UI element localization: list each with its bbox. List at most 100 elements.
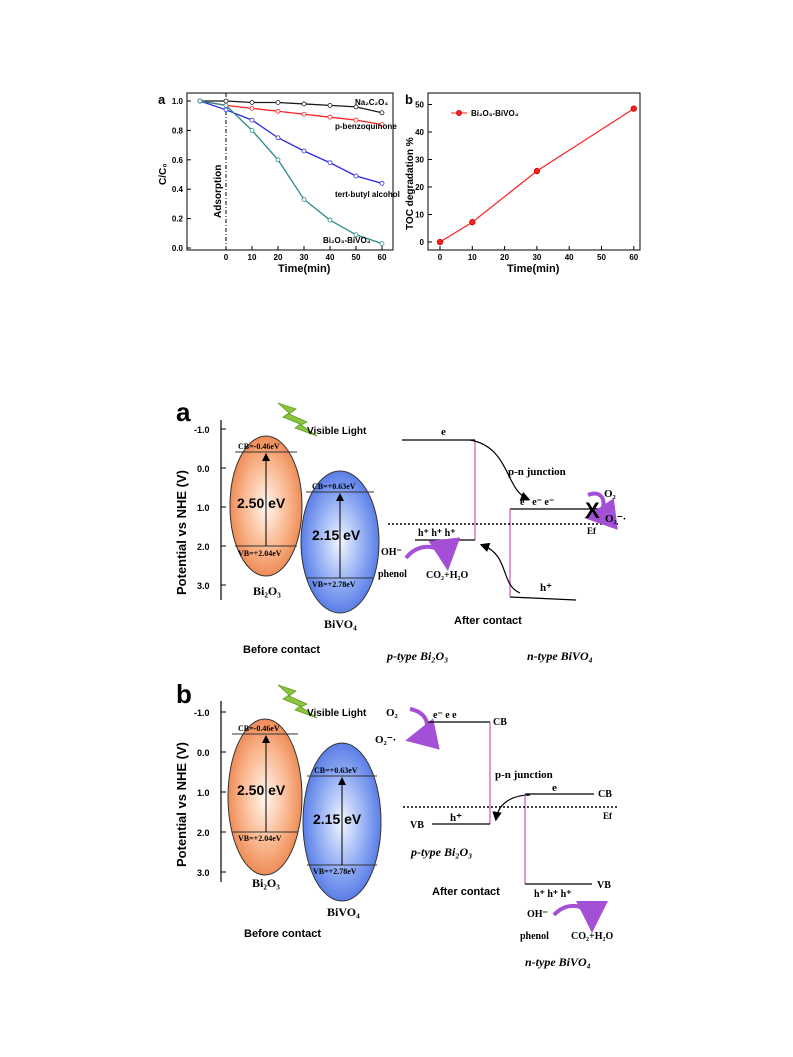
data-point (353, 104, 359, 110)
x-tick-label: 0 (438, 253, 443, 262)
x-tick-label: 10 (248, 253, 257, 262)
chart-a: a Adsorption C/C₀ Time(min) 0 10 20 30 40 50 6… (158, 92, 400, 275)
series-line (200, 100, 383, 114)
chart-b: b TOC degradation % Time(min) 0 10 20 30 40 5… (405, 92, 641, 275)
data-point (379, 180, 385, 186)
data-point (301, 101, 307, 107)
phenol-oxidation-arrow (404, 537, 461, 571)
panel-label-b-chart: b (405, 92, 413, 107)
data-point (379, 122, 385, 127)
data-point (327, 217, 333, 223)
x-tick-label: 50 (352, 253, 361, 262)
panel-label-a: a (158, 92, 166, 107)
x-tick-label: 40 (565, 253, 574, 262)
bi2o3-name: Bi₂O₃ (252, 876, 280, 890)
p-cb-label: CB (493, 717, 507, 728)
o2-radical-label: O₂⁻· (375, 734, 396, 746)
data-point (353, 173, 359, 179)
x-tick-label: 30 (300, 253, 309, 262)
chart-a-series-labels: Na₂C₂O₄ p-benzoquinone tert-butyl alcohol B… (323, 98, 400, 245)
diagram-a: a -1.0 0.0 1.0 2.0 3.0 Potential vs NHE … (174, 397, 626, 663)
bi2o3-cb-label: CB=-0.46eV (238, 442, 280, 451)
x-tick-label: 50 (597, 253, 606, 262)
tick-label: 2.0 (197, 542, 210, 552)
potential-ticks: -1.0 0.0 1.0 2.0 3.0 (194, 425, 226, 591)
panel-label-b-diagram: b (176, 679, 192, 709)
bi2o3-ellipse (227, 718, 303, 876)
electrons-label: e⁻ e⁻ e⁻ (520, 497, 554, 508)
data-point (223, 103, 229, 108)
data-point (327, 160, 333, 166)
y-tick-label: 40 (415, 128, 424, 137)
lightning-icon (277, 684, 318, 719)
y-tick-label: 0.6 (172, 156, 184, 165)
data-point (249, 100, 255, 105)
electrons-label: e⁻ e e (433, 710, 457, 721)
bi2o3-vb-label: VB=+2.04eV (238, 549, 282, 558)
bi2o3-gap-label: 2.50 eV (237, 782, 286, 798)
data-point (223, 98, 229, 104)
o2-label: O₂ (604, 488, 617, 500)
chart-b-plot-frame (427, 92, 641, 251)
x-tick-label: 0 (224, 253, 229, 262)
data-point (469, 219, 476, 226)
bivo4-cb-label: CB=+0.63eV (312, 482, 356, 491)
legend-marker (456, 110, 462, 116)
data-point (533, 167, 541, 175)
series-line (199, 100, 383, 126)
holes-label: h⁺ h⁺ h⁺ (418, 528, 456, 539)
data-point (249, 117, 255, 123)
data-point (249, 127, 255, 133)
before-contact-label: Before contact (243, 644, 320, 656)
p-h-plus-label: h⁺ (450, 812, 462, 824)
x-tick-label: 20 (500, 253, 509, 262)
chart-a-ticks: 0 10 20 30 40 50 60 0.0 0.2 0.4 0.6 0.8 1.0 (172, 97, 387, 262)
phenol-label: phenol (520, 931, 549, 942)
oh-label: OH⁻ (381, 547, 402, 558)
data-point (197, 98, 203, 104)
x-tick-label: 60 (629, 253, 638, 262)
data-point (301, 148, 307, 154)
o2-label: O₂ (386, 707, 399, 719)
data-point (275, 100, 281, 105)
y-tick-label: 1.0 (172, 97, 184, 106)
bivo4-name: BiVO₄ (327, 905, 360, 919)
p-type-label: p-type Bi₂O₃ (386, 649, 448, 663)
data-point (436, 238, 444, 246)
after-contact-label: After contact (454, 615, 522, 627)
tick-label: 1.0 (197, 503, 210, 513)
potential-axis-label: Potential vs NHE (V) (174, 470, 189, 595)
tick-label: 0.0 (197, 748, 210, 758)
n-type-vb (509, 596, 577, 601)
chart-a-xlabel: Time(min) (278, 263, 331, 275)
holes-label: h⁺ h⁺ h⁺ (534, 889, 572, 900)
tick-label: -1.0 (194, 708, 210, 718)
phenol-oxidation-arrow (552, 900, 608, 933)
electron-label: e (441, 426, 446, 438)
bivo4-vb-label: VB=+2.78eV (312, 580, 356, 589)
p-vb-label: VB (410, 820, 424, 831)
chart-b-xlabel: Time(min) (507, 263, 560, 275)
chart-a-series (197, 98, 385, 246)
data-point (379, 110, 385, 116)
data-point (223, 107, 229, 113)
tick-label: -1.0 (194, 425, 210, 435)
data-point (353, 232, 359, 238)
y-tick-label: 0.2 (172, 215, 184, 224)
y-tick-label: 50 (415, 101, 424, 110)
y-tick-label: 0.4 (172, 185, 184, 194)
chart-b-series (436, 105, 637, 246)
o2-radical-label: O₂⁻· (605, 513, 626, 525)
data-point (353, 117, 359, 123)
bivo4-gap-label: 2.15 eV (312, 527, 361, 543)
bi2o3-gap-label: 2.50 eV (237, 495, 286, 511)
data-point (379, 241, 385, 246)
series-label: tert-butyl alcohol (335, 190, 400, 199)
n-electron-label: e (552, 782, 557, 794)
potential-axis-label: Potential vs NHE (V) (174, 742, 189, 867)
chart-a-plot-frame (186, 92, 394, 251)
data-point (249, 105, 255, 111)
diagram-b: b -1.0 0.0 1.0 2.0 3.0 Potential vs NHE … (174, 679, 618, 969)
o2-reduction-arrow (584, 491, 618, 530)
data-point (630, 105, 637, 112)
